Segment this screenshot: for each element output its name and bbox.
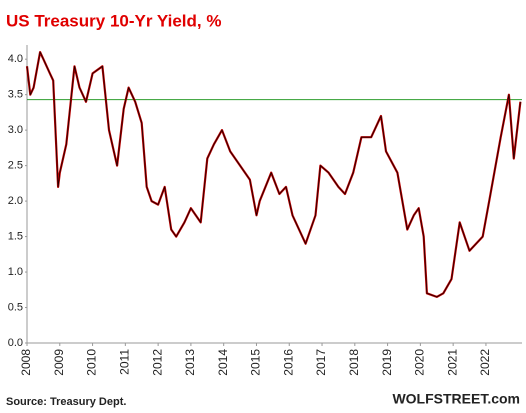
x-tick-label: 2019 [380, 349, 394, 376]
y-tick-label: 2.5 [8, 160, 23, 172]
x-tick-label: 2008 [19, 349, 33, 376]
x-tick-label: 2018 [347, 349, 361, 376]
x-tick-label: 2021 [445, 349, 459, 376]
y-tick-label: 0.5 [8, 301, 23, 313]
x-tick-label: 2013 [183, 349, 197, 376]
y-tick-label: 4.0 [8, 53, 23, 65]
y-tick-label: 3.0 [8, 124, 23, 136]
data-line [25, 51, 522, 298]
source-note: Source: Treasury Dept. [6, 396, 126, 408]
x-tick-label: 2016 [281, 349, 295, 376]
x-tick-label: 2009 [52, 349, 66, 376]
x-tick-label: 2022 [478, 349, 492, 376]
x-tick-label: 2017 [314, 349, 328, 376]
x-tick-label: 2010 [85, 349, 99, 376]
brand-note: WOLFSTREET.com [392, 391, 520, 407]
x-tick-label: 2012 [150, 349, 164, 376]
x-tick-label: 2020 [413, 349, 427, 376]
x-tick-label: 2011 [118, 349, 132, 375]
y-tick-label: 2.0 [8, 195, 23, 207]
data-line-core [26, 51, 521, 298]
y-tick-label: 0.0 [8, 337, 23, 349]
x-tick-label: 2014 [216, 349, 230, 376]
x-tick-label: 2015 [249, 349, 263, 376]
y-tick-label: 3.5 [8, 89, 23, 101]
chart-title: US Treasury 10-Yr Yield, % [6, 11, 221, 30]
y-tick-label: 1.0 [8, 266, 23, 278]
y-tick-label: 1.5 [8, 230, 23, 242]
